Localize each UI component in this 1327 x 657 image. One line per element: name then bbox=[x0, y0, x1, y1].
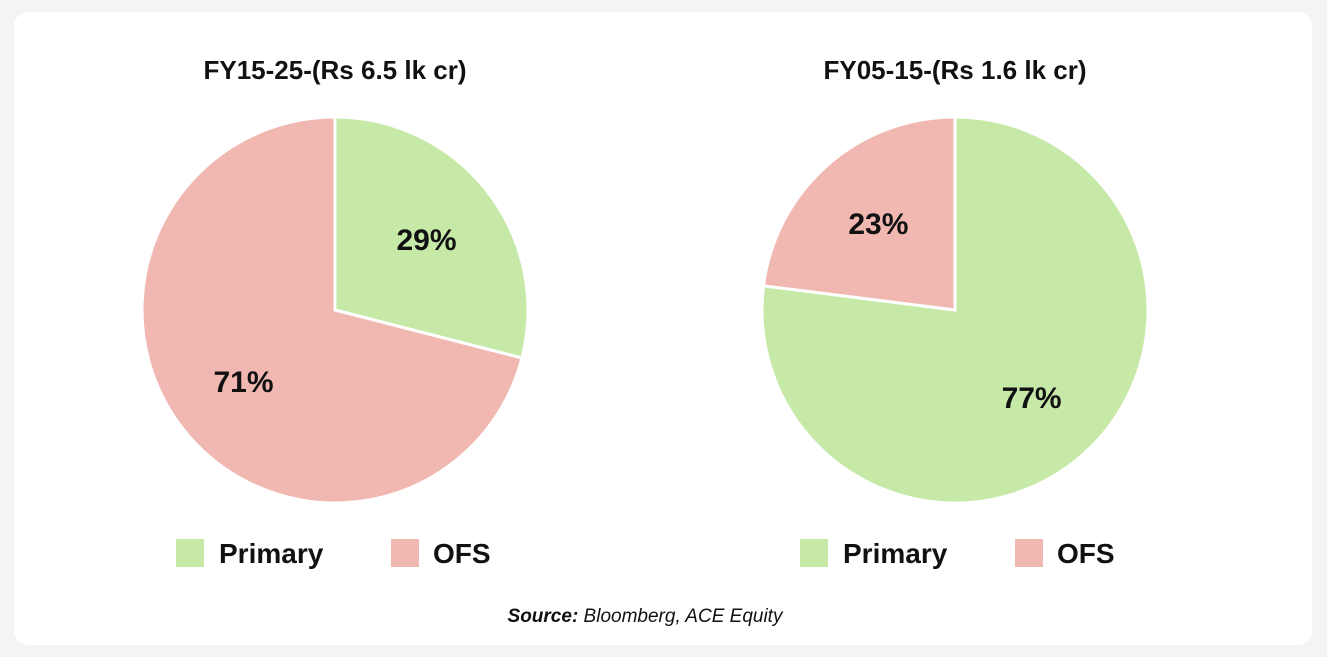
pie-slice-primary bbox=[333, 115, 530, 360]
pie-slices bbox=[760, 115, 1150, 505]
chart-legend: Primary OFS bbox=[800, 538, 1115, 569]
legend-swatch-ofs bbox=[391, 539, 419, 567]
pie-slice-ofs bbox=[761, 115, 957, 312]
slice-label-primary: 77% bbox=[1002, 382, 1062, 415]
legend-label-primary: Primary bbox=[843, 538, 948, 569]
legend-swatch-primary bbox=[800, 539, 828, 567]
chart-title: FY15-25-(Rs 6.5 lk cr) bbox=[203, 55, 466, 85]
pie-chart-fy05-15: FY05-15-(Rs 1.6 lk cr) 77% 23% Primary OF… bbox=[760, 55, 1150, 569]
pie-slice-ofs bbox=[140, 115, 524, 505]
slice-label-primary: 29% bbox=[396, 224, 456, 257]
chart-title: FY05-15-(Rs 1.6 lk cr) bbox=[823, 55, 1086, 85]
legend-swatch-ofs bbox=[1015, 539, 1043, 567]
source-label: Source: bbox=[508, 606, 579, 627]
legend-label-primary: Primary bbox=[219, 538, 324, 569]
chart-legend: Primary OFS bbox=[176, 538, 491, 569]
legend-swatch-primary bbox=[176, 539, 204, 567]
slice-labels: 29% 71% bbox=[213, 224, 456, 399]
legend-label-ofs: OFS bbox=[1057, 538, 1115, 569]
source-text: Bloomberg, ACE Equity bbox=[578, 606, 784, 627]
pie-chart-fy15-25: FY15-25-(Rs 6.5 lk cr) 29% 71% Primary OF… bbox=[140, 55, 530, 569]
slice-label-ofs: 23% bbox=[848, 208, 908, 241]
pie-slices bbox=[140, 115, 530, 505]
slice-labels: 77% 23% bbox=[848, 208, 1061, 415]
pie-slice-primary bbox=[760, 115, 1150, 505]
legend-label-ofs: OFS bbox=[433, 538, 491, 569]
source-note: Source: Bloomberg, ACE Equity bbox=[508, 606, 784, 627]
slice-label-ofs: 71% bbox=[213, 366, 273, 399]
